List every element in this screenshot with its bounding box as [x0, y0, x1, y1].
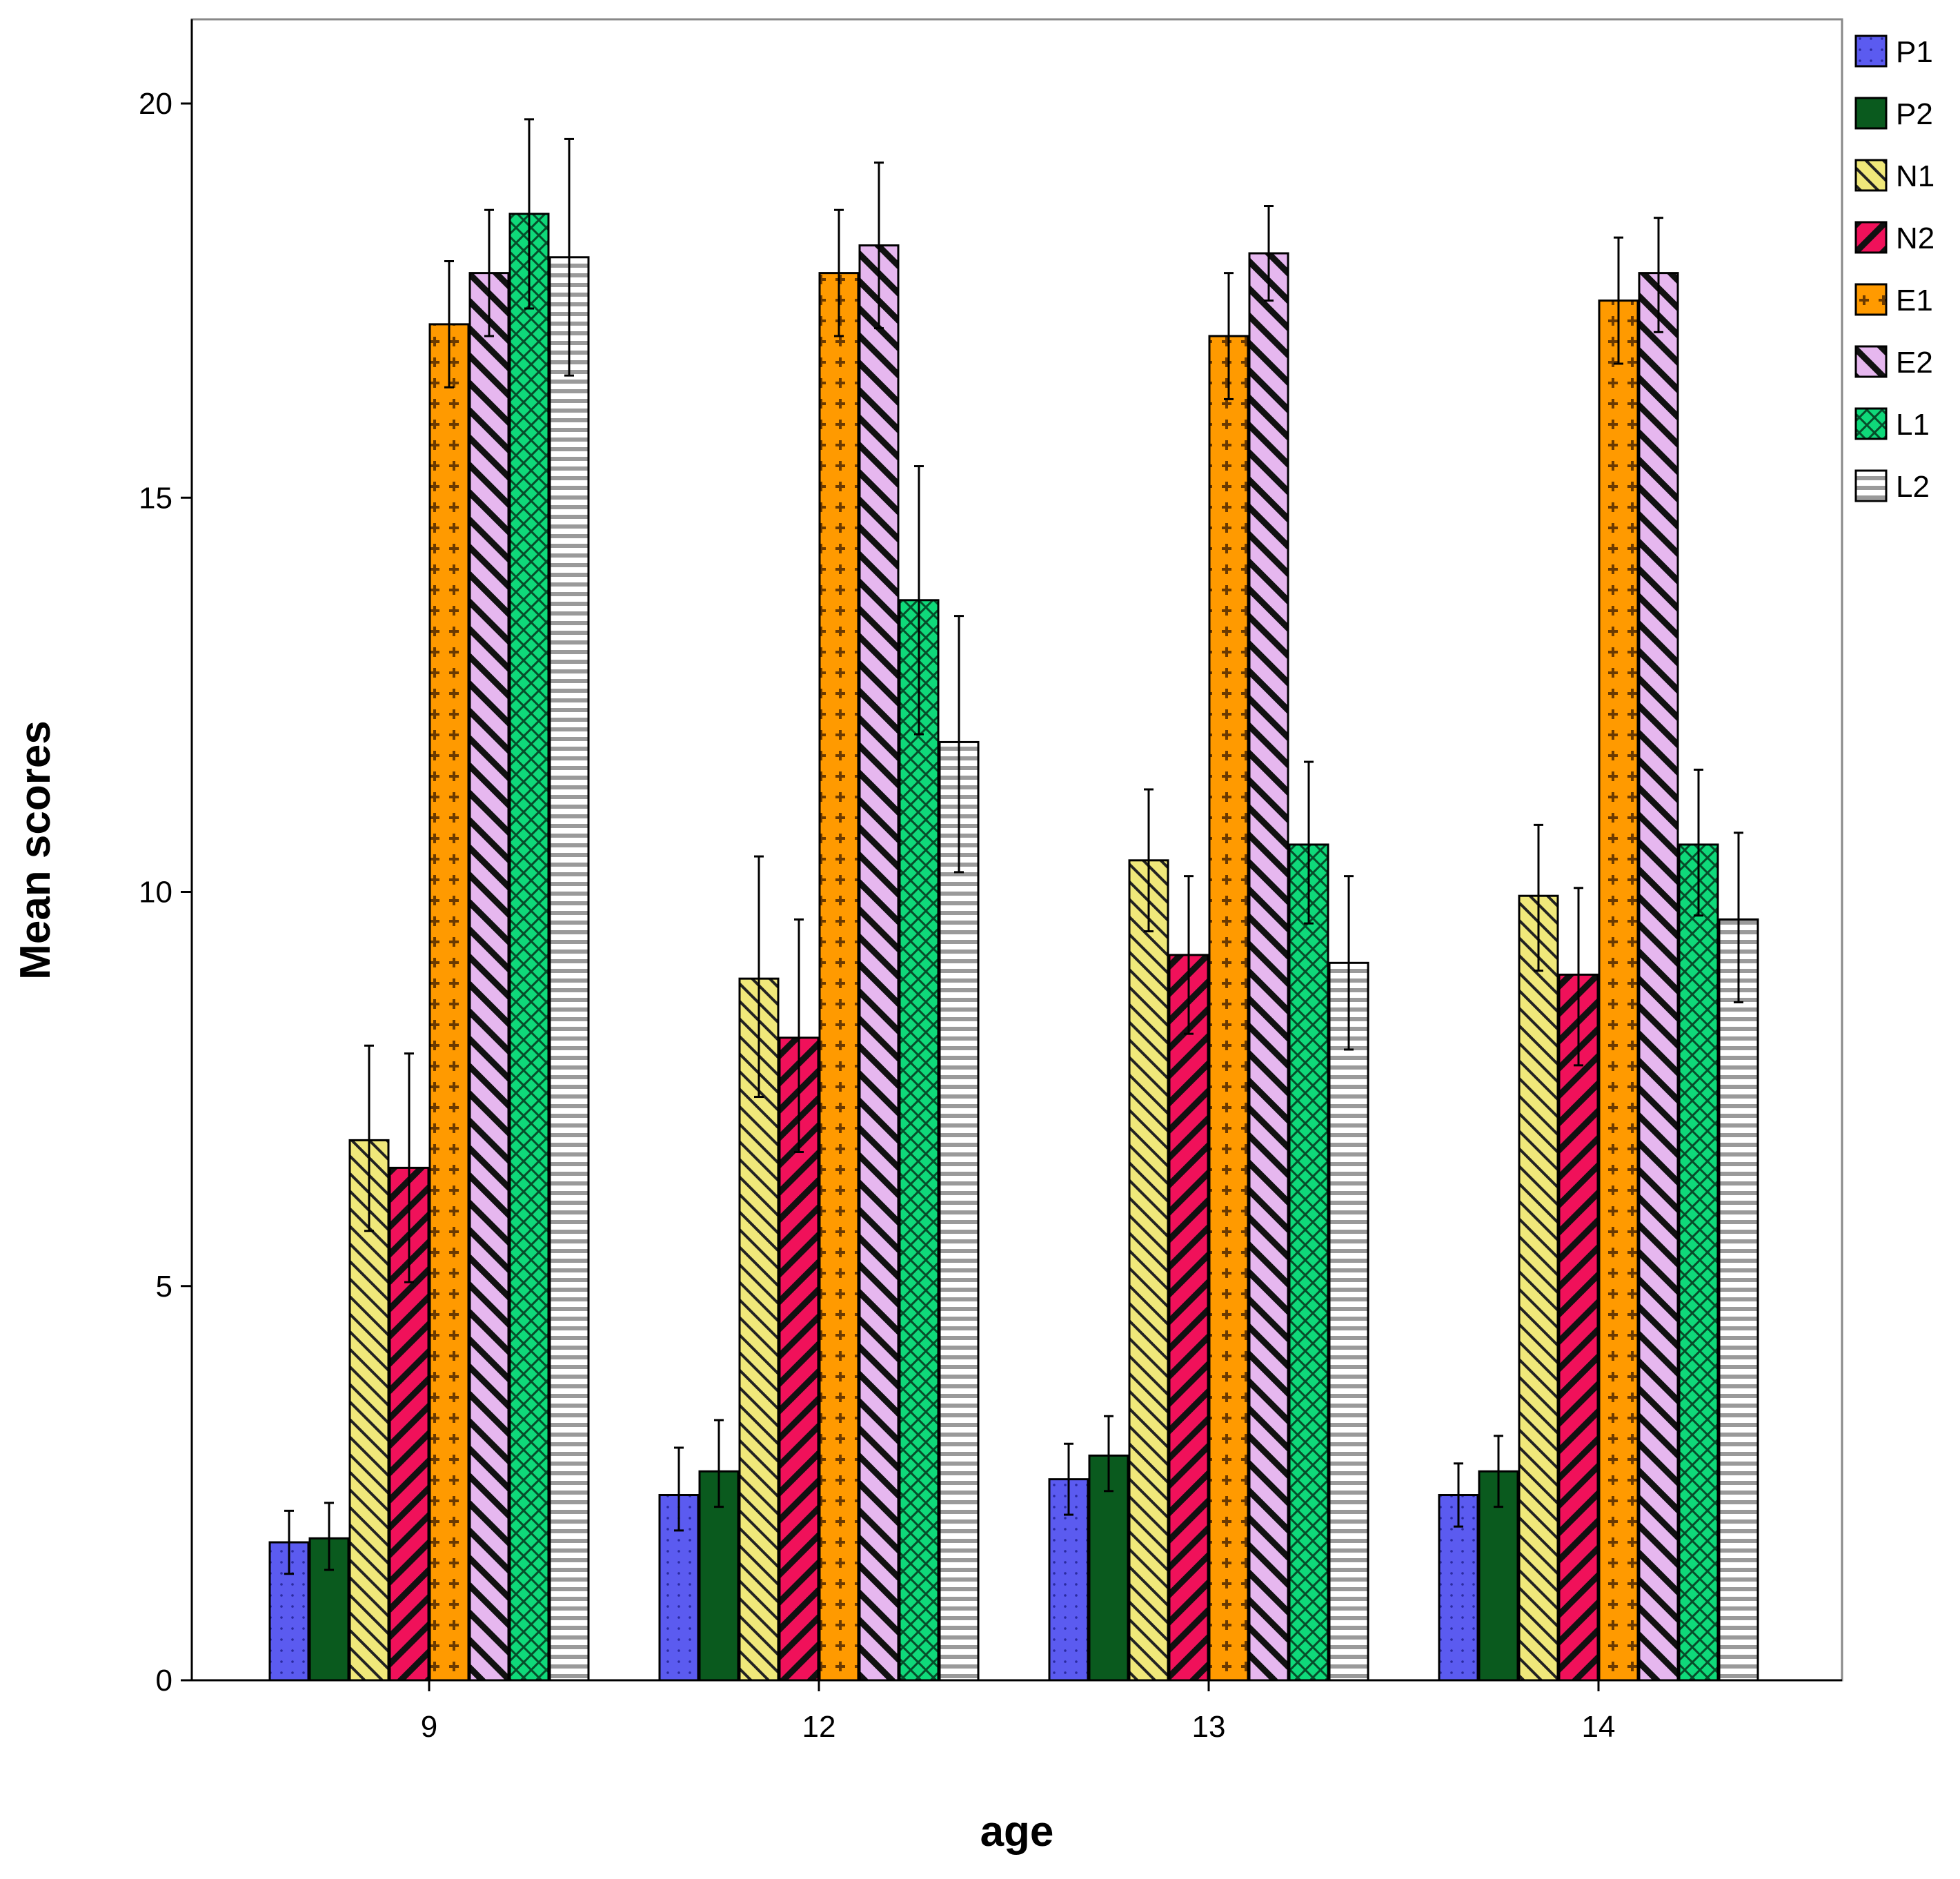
x-axis-title: age — [980, 1808, 1054, 1856]
error-bar-P2-age-13 — [1104, 1415, 1113, 1493]
bar-N1-age-13 — [1128, 859, 1169, 1682]
error-bar-E1-age-12 — [834, 208, 844, 337]
bar-E2-age-12 — [858, 244, 900, 1682]
bar-L1-age-13 — [1288, 843, 1329, 1682]
legend-item-N2: N2 — [1854, 221, 1934, 255]
y-tick-label: 10 — [139, 876, 172, 909]
bar-L1-age-9 — [508, 213, 550, 1682]
error-bar-N2-age-13 — [1184, 875, 1194, 1035]
y-axis-title: Mean scores — [12, 720, 59, 980]
error-bar-L1-age-9 — [524, 118, 534, 310]
legend-item-P1: P1 — [1854, 35, 1933, 69]
error-bar-E2-age-13 — [1264, 205, 1274, 302]
error-bar-E1-age-13 — [1224, 272, 1234, 400]
bar-L1-age-14 — [1678, 843, 1719, 1682]
legend-swatch-E1 — [1854, 283, 1888, 316]
error-bar-N1-age-9 — [364, 1044, 374, 1232]
legend-label-N1: N1 — [1896, 159, 1934, 193]
legend-swatch-N1 — [1854, 159, 1888, 192]
bar-E2-age-13 — [1248, 252, 1289, 1682]
legend-label-P1: P1 — [1896, 35, 1933, 69]
legend-item-E1: E1 — [1854, 283, 1933, 317]
y-tick-label: 15 — [139, 481, 172, 515]
y-tick-label: 5 — [156, 1270, 172, 1304]
bar-L2-age-14 — [1718, 918, 1759, 1682]
error-bars-layer — [284, 118, 1743, 1575]
x-tick-label: 13 — [1192, 1710, 1226, 1744]
axes-layer: 0 5 10 15 20 9 12 13 14 — [139, 19, 1842, 1744]
error-bar-P2-age-14 — [1494, 1435, 1503, 1508]
error-bar-L2-age-13 — [1344, 875, 1354, 1051]
legend-label-L1: L1 — [1896, 408, 1930, 442]
error-bar-L1-age-14 — [1694, 768, 1703, 917]
bar-E1-age-9 — [428, 323, 470, 1682]
error-bar-N2-age-9 — [404, 1052, 414, 1283]
bar-N2-age-13 — [1168, 954, 1209, 1682]
legend-label-E2: E2 — [1896, 346, 1933, 380]
bar-E1-age-12 — [818, 272, 860, 1682]
bar-E1-age-13 — [1208, 335, 1249, 1682]
legend-label-P2: P2 — [1896, 97, 1933, 131]
error-bar-N1-age-14 — [1534, 823, 1543, 972]
legend-swatch-P2 — [1854, 97, 1888, 130]
y-tick-label: 20 — [139, 87, 172, 121]
bar-E1-age-14 — [1598, 299, 1639, 1682]
error-bar-N2-age-14 — [1574, 887, 1583, 1067]
legend: P1 P2 N1 N2 E1 E2 L1 L2 — [1854, 35, 1934, 504]
error-bar-E2-age-14 — [1654, 217, 1663, 333]
bar-N1-age-14 — [1518, 894, 1559, 1682]
legend-swatch-L1 — [1854, 407, 1888, 440]
error-bar-P1-age-9 — [284, 1509, 294, 1575]
bar-E2-age-9 — [468, 272, 510, 1682]
legend-swatch-N2 — [1854, 221, 1888, 254]
legend-swatch-L2 — [1854, 469, 1888, 502]
error-bar-L2-age-14 — [1734, 832, 1743, 1003]
legend-item-L2: L2 — [1854, 469, 1930, 504]
error-bar-N2-age-12 — [794, 918, 804, 1154]
legend-label-L2: L2 — [1896, 470, 1930, 504]
error-bar-P2-age-12 — [714, 1419, 724, 1508]
error-bar-P1-age-13 — [1064, 1442, 1073, 1516]
error-bar-E2-age-9 — [484, 208, 494, 337]
x-tick-label: 14 — [1582, 1710, 1616, 1744]
legend-swatch-P1 — [1854, 35, 1888, 68]
error-bar-L1-age-13 — [1304, 760, 1314, 925]
bar-L2-age-9 — [548, 256, 590, 1682]
error-bar-E2-age-12 — [874, 161, 884, 330]
bar-L1-age-12 — [898, 599, 940, 1682]
error-bar-E1-age-9 — [444, 260, 454, 388]
legend-label-N2: N2 — [1896, 222, 1934, 255]
legend-label-E1: E1 — [1896, 284, 1933, 317]
x-tick-label: 12 — [802, 1710, 836, 1744]
error-bar-L1-age-12 — [914, 465, 924, 736]
bar-P2-age-13 — [1088, 1454, 1129, 1682]
error-bar-N1-age-13 — [1144, 788, 1154, 933]
x-tick-label: 9 — [421, 1710, 437, 1744]
bar-P1-age-13 — [1048, 1478, 1089, 1682]
bar-L2-age-12 — [938, 740, 980, 1682]
legend-item-P2: P2 — [1854, 97, 1933, 131]
y-tick-label: 0 — [156, 1664, 172, 1698]
error-bar-L2-age-12 — [954, 615, 964, 874]
error-bar-P2-age-9 — [324, 1502, 334, 1571]
legend-item-L1: L1 — [1854, 407, 1930, 442]
bar-N2-age-14 — [1558, 973, 1599, 1682]
error-bar-P1-age-12 — [674, 1446, 684, 1532]
error-bar-N1-age-12 — [754, 855, 764, 1099]
legend-item-E2: E2 — [1854, 345, 1933, 380]
error-bar-E1-age-14 — [1614, 236, 1623, 365]
bar-E2-age-14 — [1638, 272, 1679, 1682]
error-bar-L2-age-9 — [564, 137, 574, 377]
legend-item-N1: N1 — [1854, 159, 1934, 193]
bar-L2-age-13 — [1328, 961, 1369, 1682]
legend-swatch-E2 — [1854, 345, 1888, 378]
error-bar-P1-age-14 — [1454, 1462, 1463, 1528]
